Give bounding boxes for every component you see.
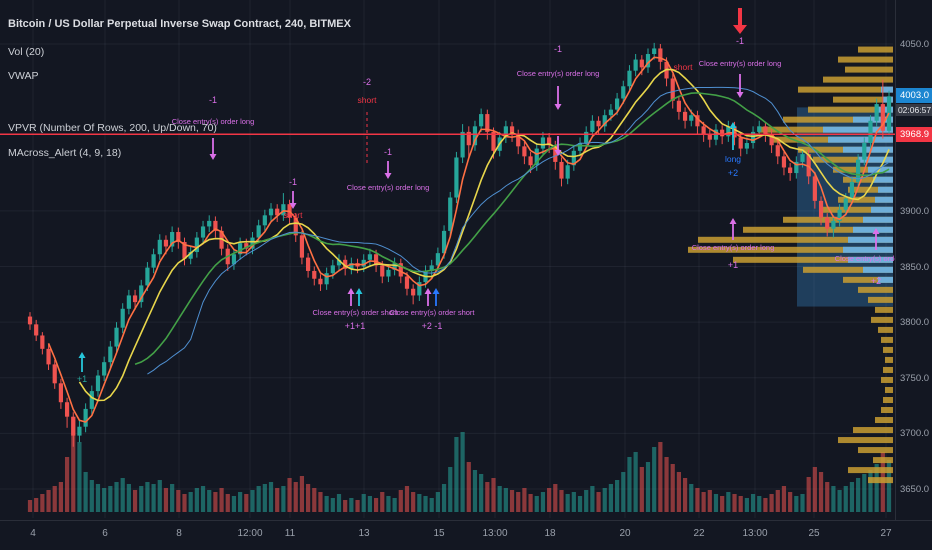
vpvr-layer <box>688 46 893 484</box>
time-tick: 13:00 <box>482 528 508 539</box>
trade-annotations-layer: -1 Close entry(s) order long -1 short -2 shor… <box>77 8 895 384</box>
svg-text:-1: -1 <box>736 36 744 46</box>
svg-text:-2: -2 <box>363 77 371 87</box>
svg-text:+1+1: +1+1 <box>345 321 366 331</box>
ma-layer <box>47 56 890 423</box>
legend-indicator-macross[interactable]: MAcross_Alert (4, 9, 18) <box>8 147 122 159</box>
last-price-badge: 4003.0 <box>896 88 932 104</box>
svg-text:+2: +2 <box>871 276 881 286</box>
svg-text:+2 -1: +2 -1 <box>422 321 443 331</box>
price-tick: 3900.0 <box>899 205 930 217</box>
volume-layer <box>27 417 892 512</box>
time-tick: 13:00 <box>742 528 768 539</box>
svg-text:Close entry(s) order long: Close entry(s) order long <box>517 69 600 78</box>
countdown-badge: 02:06:57 <box>896 104 932 117</box>
time-tick: 4 <box>30 528 36 539</box>
svg-text:-1: -1 <box>209 95 217 105</box>
time-axis[interactable]: 4 6 8 12:00 11 13 15 13:00 18 20 22 13:00 25 27 <box>0 520 932 550</box>
time-tick: 15 <box>433 528 445 539</box>
time-tick: 6 <box>102 528 108 539</box>
time-tick: 18 <box>544 528 556 539</box>
svg-text:Close entry(s) order long: Close entry(s) order long <box>172 117 255 126</box>
price-axis[interactable]: 4003.0 02:06:57 3968.9 4050.0 3900.0 3850.… <box>895 0 932 520</box>
price-tick: 3750.0 <box>899 372 930 384</box>
legend-indicator-vpvr[interactable]: VPVR (Number Of Rows, 200, Up/Down, 70) <box>8 122 217 134</box>
price-tick: 3800.0 <box>899 317 930 329</box>
time-tick: 11 <box>284 528 296 539</box>
time-tick: 27 <box>880 528 892 539</box>
svg-text:Close entry(s) order long: Close entry(s) order long <box>347 183 430 192</box>
time-tick: 8 <box>176 528 182 539</box>
legend-indicator-volume[interactable]: Vol (20) <box>8 46 45 58</box>
price-tick: 3650.0 <box>899 484 930 495</box>
price-tick: 3700.0 <box>899 428 930 440</box>
price-chart[interactable]: -1 Close entry(s) order long -1 short -2 shor… <box>0 0 895 520</box>
svg-text:-1: -1 <box>554 44 562 54</box>
time-tick: 20 <box>619 528 631 539</box>
time-tick: 25 <box>808 528 820 539</box>
time-tick: 12:00 <box>237 528 263 539</box>
svg-text:-1: -1 <box>289 177 297 187</box>
svg-text:Close entry(s) order long: Close entry(s) order long <box>835 254 895 263</box>
svg-text:short: short <box>284 210 304 220</box>
svg-text:long: long <box>725 154 741 164</box>
svg-text:-1: -1 <box>384 147 392 157</box>
price-tick: 3850.0 <box>899 261 930 273</box>
svg-text:Close entry(s) order short: Close entry(s) order short <box>312 308 398 317</box>
svg-text:+2: +2 <box>728 168 738 178</box>
time-tick: 22 <box>693 528 705 539</box>
time-tick: 13 <box>358 528 370 539</box>
symbol-title[interactable]: Bitcoin / US Dollar Perpetual Inverse Sw… <box>8 18 351 30</box>
svg-text:+1: +1 <box>77 374 87 384</box>
legend-indicator-vwap[interactable]: VWAP <box>8 70 39 82</box>
svg-text:+1: +1 <box>728 260 738 270</box>
price-tick: 4050.0 <box>899 39 930 50</box>
svg-text:Close entry(s) order long: Close entry(s) order long <box>692 243 775 252</box>
svg-text:short: short <box>358 95 378 105</box>
svg-text:short: short <box>674 62 694 72</box>
alert-price-badge: 3968.9 <box>896 127 932 143</box>
svg-text:Close entry(s) order long: Close entry(s) order long <box>699 59 782 68</box>
svg-text:Close entry(s) order short: Close entry(s) order short <box>389 308 475 317</box>
